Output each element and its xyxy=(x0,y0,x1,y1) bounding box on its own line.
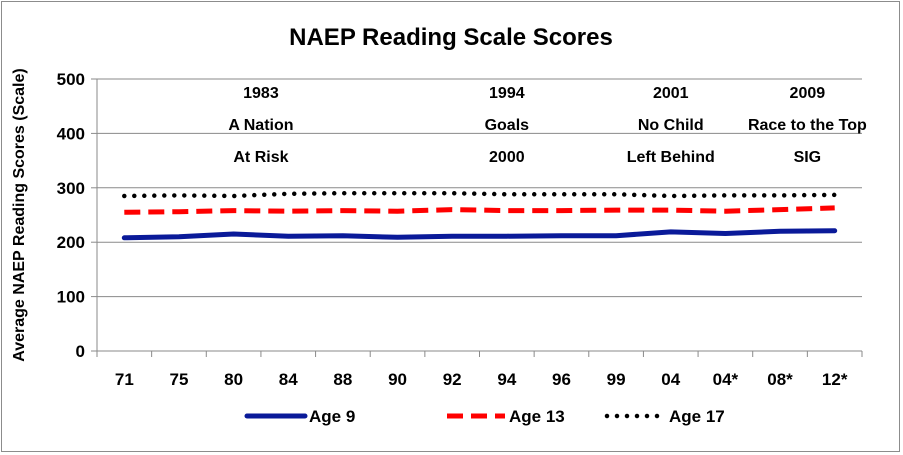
chart-title: NAEP Reading Scale Scores xyxy=(289,24,613,51)
x-tick-label: 84 xyxy=(279,370,298,389)
annotation-text: At Risk xyxy=(233,149,288,166)
legend: Age 9 Age 13 Age 17 xyxy=(244,407,725,426)
annotation-text: Left Behind xyxy=(627,149,715,166)
series-line-age-9 xyxy=(121,228,838,241)
annotation-text: No Child xyxy=(638,117,704,134)
x-tick-label: 80 xyxy=(224,370,243,389)
annotation-text: Goals xyxy=(485,117,530,134)
x-tick-label: 04 xyxy=(661,370,680,389)
x-tick-label: 88 xyxy=(333,370,352,389)
x-tick-label: 99 xyxy=(607,370,626,389)
annotation-text: 1994 xyxy=(489,85,525,102)
y-tick-label: 0 xyxy=(76,342,85,361)
annotation-text: 2009 xyxy=(790,85,826,102)
x-tick-label: 92 xyxy=(443,370,462,389)
x-tick-label: 75 xyxy=(170,370,189,389)
y-tick-label: 100 xyxy=(57,288,85,307)
annotation-text: SIG xyxy=(794,149,822,166)
x-tick-label: 96 xyxy=(552,370,571,389)
annotation-text: 2000 xyxy=(489,149,525,166)
y-tick-label: 400 xyxy=(57,124,85,143)
y-tick-label: 500 xyxy=(57,70,85,89)
x-tick-label: 12* xyxy=(822,370,848,389)
annotations: 1983 A Nation At Risk 1994 Goals 2000 2001 No C… xyxy=(228,85,867,166)
legend-label: Age 17 xyxy=(669,407,725,426)
legend-label: Age 9 xyxy=(309,407,355,426)
x-tick-label: 90 xyxy=(388,370,407,389)
x-tick-label: 71 xyxy=(115,370,134,389)
x-tick-label: 08* xyxy=(767,370,793,389)
annotation-text: 2001 xyxy=(653,85,689,102)
series-line-age-13 xyxy=(124,205,835,215)
x-tick-label: 04* xyxy=(713,370,739,389)
series-line-age-17 xyxy=(122,190,837,199)
legend-label: Age 13 xyxy=(509,407,565,426)
y-axis-title: Average NAEP Reading Scores (Scale) xyxy=(11,68,28,361)
annotation-text: 1983 xyxy=(243,85,279,102)
x-tick-label: 94 xyxy=(497,370,516,389)
annotation-text: Race to the Top xyxy=(748,117,867,134)
gridlines xyxy=(97,78,862,298)
y-tick-label: 300 xyxy=(57,179,85,198)
series-lines xyxy=(121,190,838,241)
annotation-text: A Nation xyxy=(228,117,293,134)
axes: 0 100 200 300 400 500 71 75 80 84 88 90 92 94 96 99 04 04… xyxy=(57,70,863,389)
y-tick-label: 200 xyxy=(57,233,85,252)
